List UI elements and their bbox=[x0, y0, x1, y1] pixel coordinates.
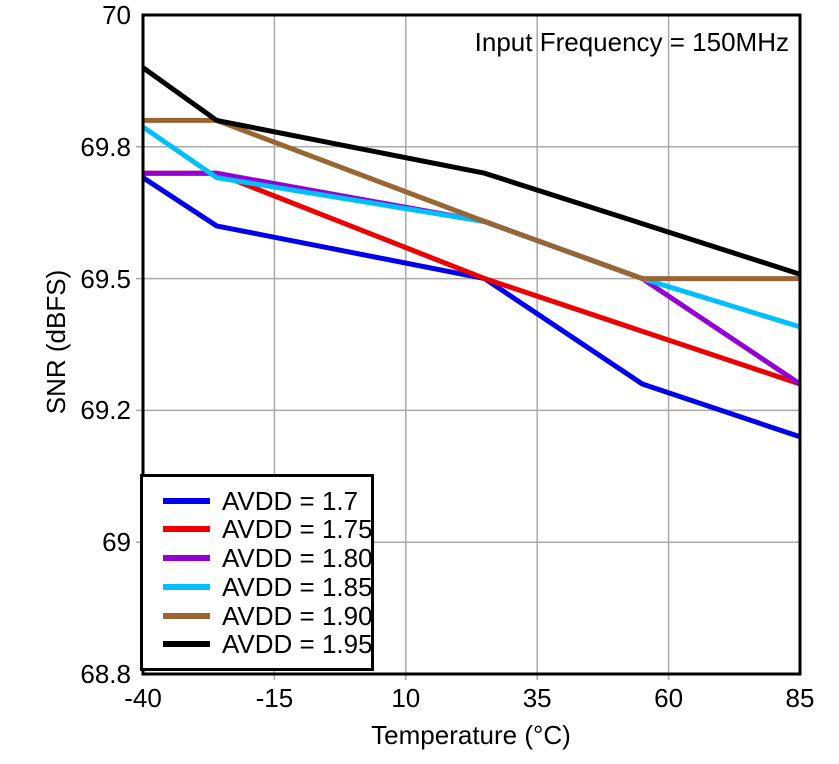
legend-swatch bbox=[163, 497, 210, 504]
legend-label: AVDD = 1.90 bbox=[222, 600, 373, 631]
x-tick-label: 10 bbox=[391, 683, 421, 713]
x-tick-label: 85 bbox=[785, 683, 815, 713]
y-tick-label: 69.2 bbox=[80, 395, 131, 426]
legend-label: AVDD = 1.75 bbox=[222, 514, 373, 545]
legend-box: AVDD = 1.7 AVDD = 1.75 AVDD = 1.80 AVDD = 1… bbox=[140, 474, 374, 671]
legend-swatch bbox=[163, 555, 210, 562]
y-tick-label: 68.8 bbox=[80, 659, 131, 689]
legend-label: AVDD = 1.80 bbox=[222, 543, 373, 574]
series-line-avdd-1.95 bbox=[141, 65, 801, 277]
legend-swatch bbox=[163, 612, 210, 619]
legend-swatch bbox=[163, 583, 210, 590]
y-tick-label: 70 bbox=[102, 0, 131, 30]
legend-swatch bbox=[163, 526, 210, 533]
legend-item: AVDD = 1.90 bbox=[143, 600, 373, 631]
x-tick-label: -40 bbox=[124, 683, 162, 713]
legend-label: AVDD = 1.7 bbox=[222, 485, 359, 516]
legend-label: AVDD = 1.95 bbox=[222, 629, 373, 660]
x-tick-label: 35 bbox=[522, 683, 552, 713]
y-tick-label: 69.5 bbox=[80, 263, 131, 294]
legend-swatch bbox=[163, 641, 210, 648]
legend-item: AVDD = 1.7 bbox=[143, 486, 371, 515]
y-tick-label: 69.8 bbox=[80, 131, 131, 162]
legend-label: AVDD = 1.85 bbox=[222, 571, 373, 602]
legend-item: AVDD = 1.80 bbox=[143, 543, 373, 574]
series-line-avdd-1.90 bbox=[143, 117, 800, 282]
legend-item: AVDD = 1.85 bbox=[143, 571, 373, 602]
x-tick-label: 60 bbox=[654, 683, 684, 713]
plot-border bbox=[141, 13, 802, 676]
annotation-input-frequency: Input Frequency = 150MHz bbox=[474, 27, 789, 57]
x-tick-label: -15 bbox=[255, 683, 294, 713]
y-tick-label: 69 bbox=[102, 527, 131, 558]
legend-item: AVDD = 1.95 bbox=[143, 629, 373, 660]
legend-item: AVDD = 1.75 bbox=[143, 514, 373, 545]
series-line-avdd-1.85 bbox=[141, 124, 801, 330]
x-axis-title: Temperature (°C) bbox=[371, 720, 571, 750]
